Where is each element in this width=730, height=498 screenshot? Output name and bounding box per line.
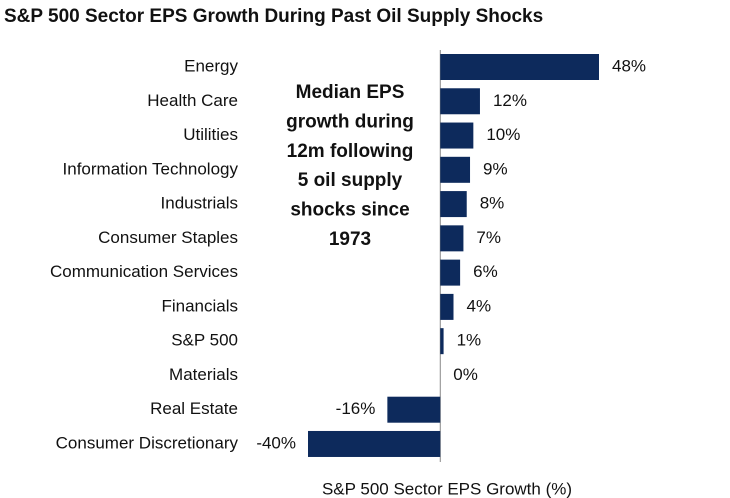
annotation: 12m following bbox=[287, 141, 414, 162]
annotation: 5 oil supply bbox=[298, 170, 403, 191]
value-label: 7% bbox=[476, 228, 501, 247]
category-label: S&P 500 bbox=[171, 331, 238, 350]
category-label: Health Care bbox=[147, 91, 238, 110]
annotation: Median EPS bbox=[296, 82, 405, 103]
value-label: -16% bbox=[336, 399, 376, 418]
category-label: Consumer Staples bbox=[98, 228, 238, 247]
annotation: shocks since bbox=[290, 200, 409, 221]
value-label: 1% bbox=[457, 331, 482, 350]
bar bbox=[440, 191, 467, 218]
category-label: Energy bbox=[184, 56, 238, 75]
bar bbox=[440, 88, 480, 115]
bar bbox=[440, 54, 599, 80]
category-label: Materials bbox=[169, 365, 238, 384]
value-label: 9% bbox=[483, 159, 508, 178]
annotation: 1973 bbox=[329, 229, 371, 250]
category-label: Communication Services bbox=[50, 262, 238, 281]
x-axis-title: S&P 500 Sector EPS Growth (%) bbox=[322, 479, 572, 498]
category-label: Industrials bbox=[161, 194, 238, 213]
value-label: -40% bbox=[256, 433, 296, 452]
category-label: Information Technology bbox=[63, 159, 239, 178]
bar bbox=[440, 156, 471, 183]
value-label: 8% bbox=[480, 194, 505, 213]
value-label: 48% bbox=[612, 56, 646, 75]
value-label: 0% bbox=[453, 365, 478, 384]
category-label: Consumer Discretionary bbox=[56, 433, 239, 452]
value-label: 6% bbox=[473, 262, 498, 281]
bar bbox=[440, 225, 464, 252]
value-label: 10% bbox=[486, 125, 520, 144]
bar bbox=[440, 259, 461, 286]
category-label: Real Estate bbox=[150, 399, 238, 418]
bar bbox=[387, 396, 441, 423]
bar bbox=[440, 293, 454, 320]
category-label: Utilities bbox=[183, 125, 238, 144]
annotation: growth during bbox=[286, 111, 414, 132]
value-label: 12% bbox=[493, 91, 527, 110]
chart-title: S&P 500 Sector EPS Growth During Past Oi… bbox=[4, 6, 543, 27]
bar bbox=[440, 122, 474, 149]
category-label: Financials bbox=[161, 296, 238, 315]
value-label: 4% bbox=[467, 296, 492, 315]
bar bbox=[308, 430, 441, 457]
bar bbox=[440, 328, 444, 355]
